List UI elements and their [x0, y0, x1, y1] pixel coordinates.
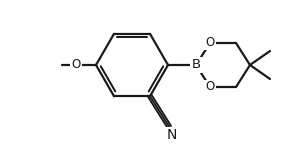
Text: N: N	[167, 128, 177, 142]
Text: O: O	[72, 58, 81, 71]
Text: B: B	[191, 58, 201, 71]
Text: O: O	[205, 36, 215, 49]
Text: O: O	[205, 80, 215, 93]
